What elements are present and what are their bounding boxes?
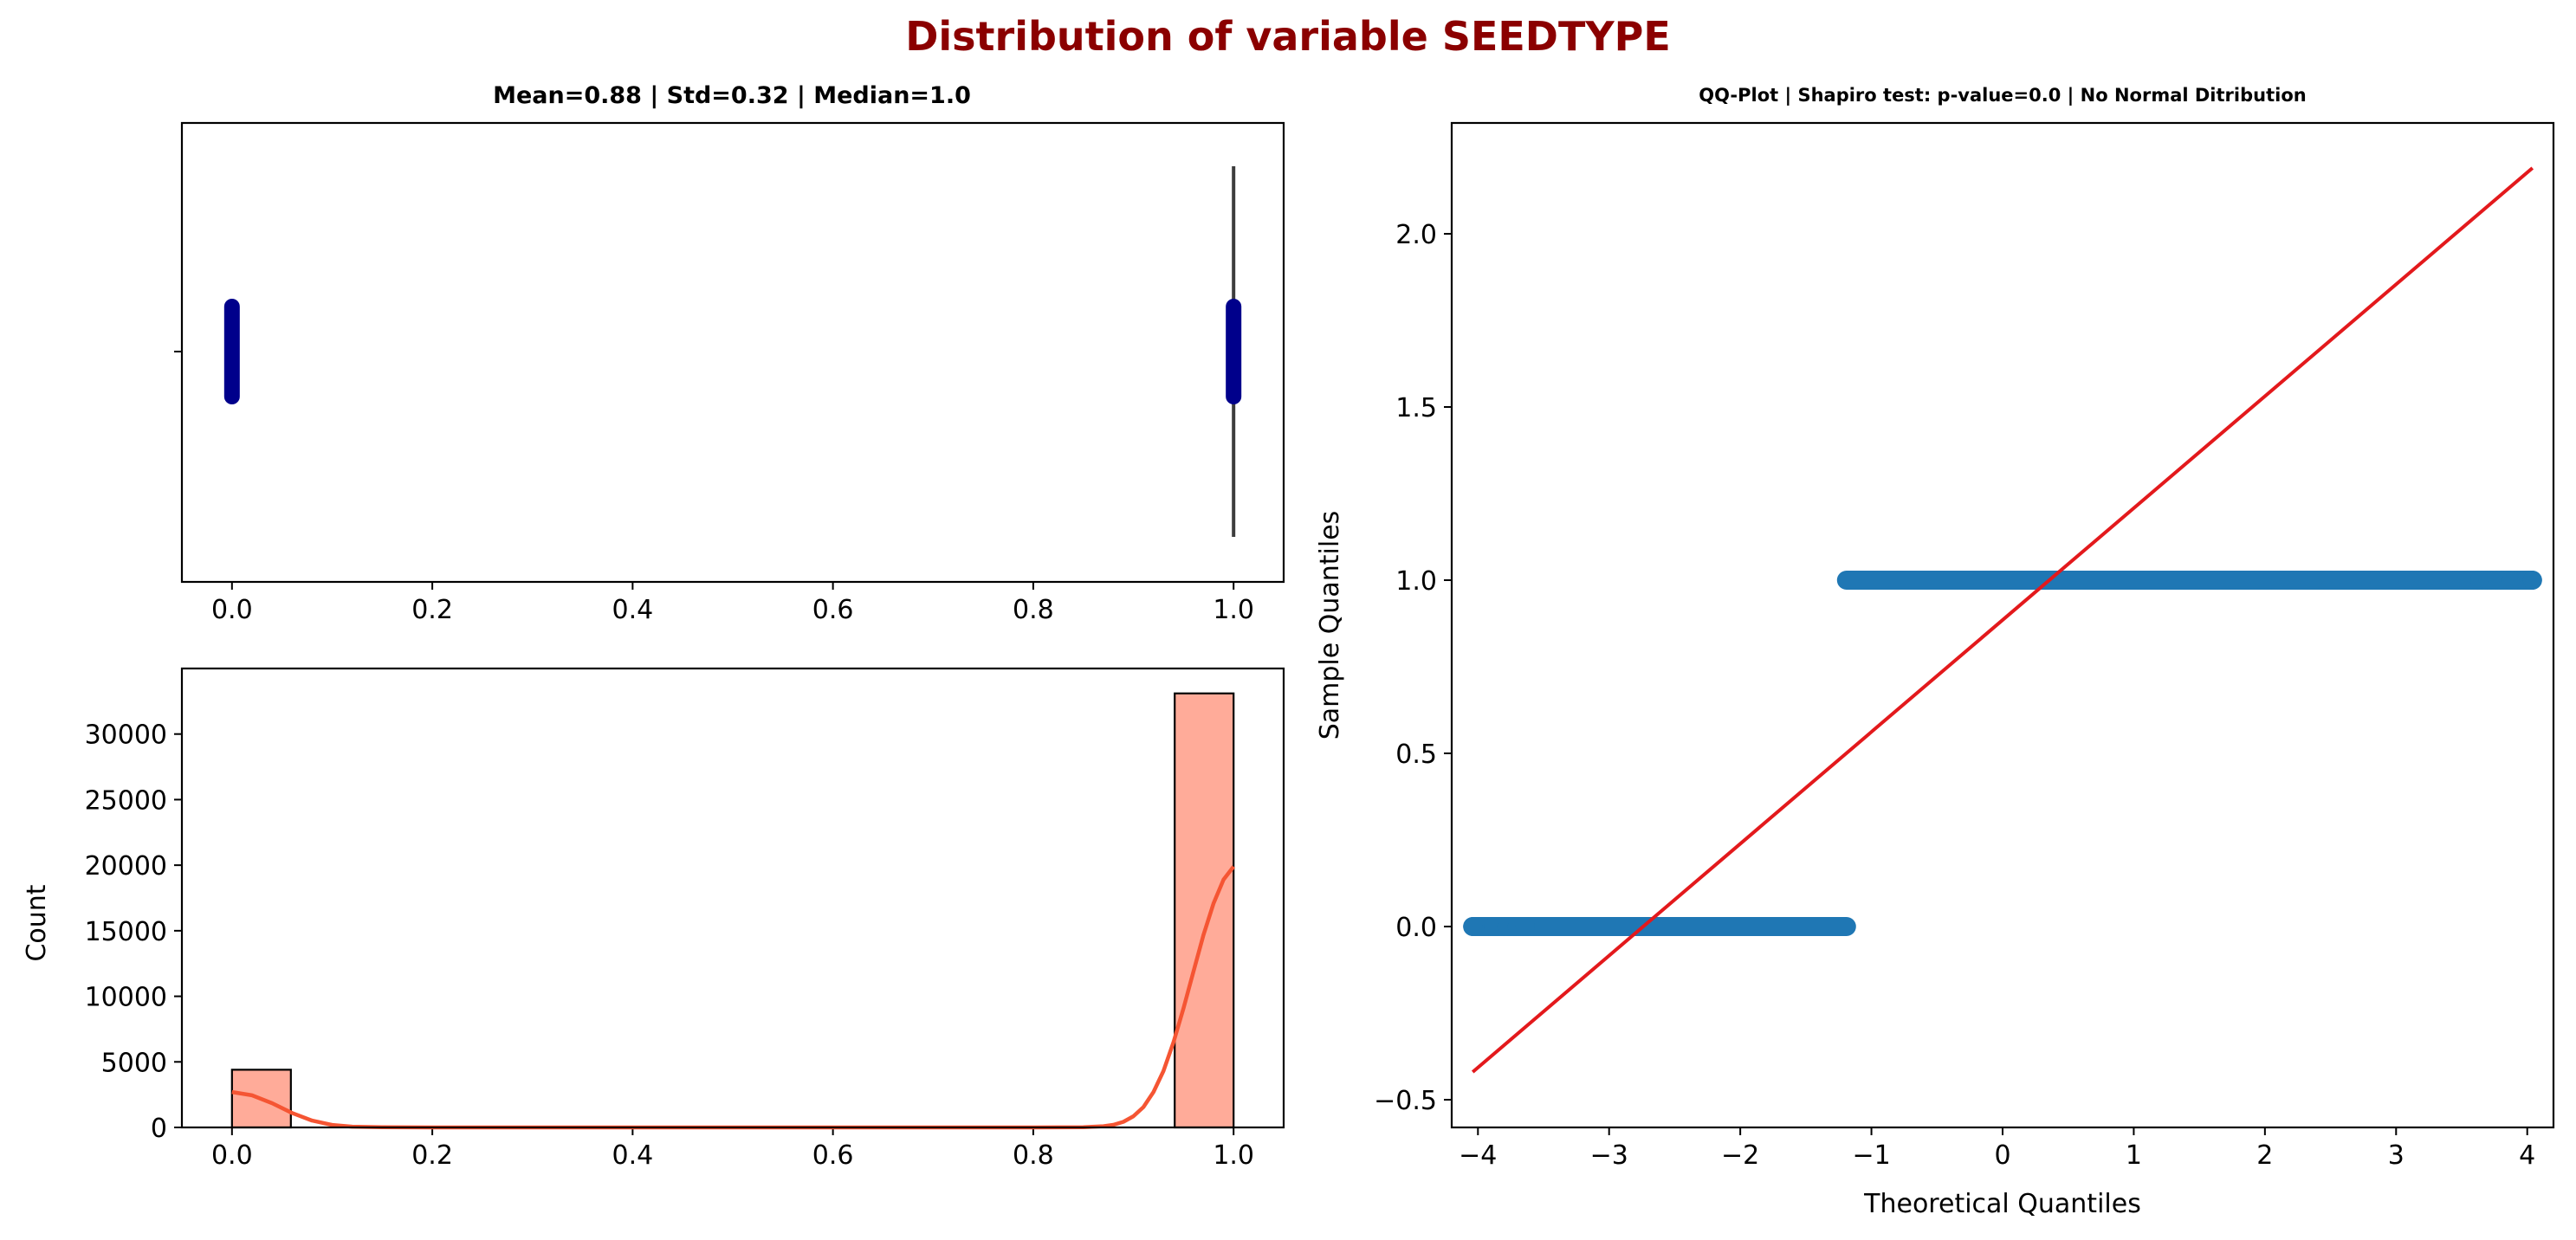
- histogram-y-tick-label: 0: [151, 1114, 167, 1144]
- boxplot-x-tick-label: 0.0: [211, 595, 253, 625]
- boxplot-title: Mean=0.88 | Std=0.32 | Median=1.0: [493, 82, 971, 109]
- histogram-x-tick-label: 0.2: [411, 1140, 453, 1171]
- qqplot-x-tick-label: −2: [1721, 1140, 1759, 1171]
- qqplot-x-tick-label: −1: [1852, 1140, 1890, 1171]
- boxplot-x-tick-label: 0.8: [1013, 595, 1054, 625]
- histogram-panel: 0.0 0.2 0.4 0.6 0.8 1.0 0 5000 10000 15000 20000 2…: [22, 667, 1285, 1171]
- qqplot-y-tick-label: 0.5: [1395, 739, 1437, 770]
- histogram-x-tick-label: 0.6: [812, 1140, 854, 1171]
- boxplot-panel: Mean=0.88 | Std=0.32 | Median=1.0 0.0 0.2…: [174, 82, 1285, 625]
- histogram-y-tick-label: 30000: [85, 720, 167, 751]
- qqplot-x-tick-label: 4: [2519, 1140, 2535, 1171]
- histogram-frame: [180, 667, 1285, 1129]
- histogram-bar: [1174, 692, 1235, 1129]
- histogram-y-tick-label: 10000: [85, 983, 167, 1013]
- histogram-x-ticks: 0.0 0.2 0.4 0.6 0.8 1.0: [211, 1127, 1254, 1171]
- histogram-y-tick-label: 25000: [85, 785, 167, 816]
- qqplot-x-tick-label: 0: [1994, 1140, 2010, 1171]
- qqplot-x-tick-label: 1: [2126, 1140, 2142, 1171]
- histogram-y-tick-label: 5000: [101, 1048, 167, 1078]
- histogram-y-tick-label: 15000: [85, 917, 167, 947]
- qqplot-reference-line: [1471, 166, 2534, 1074]
- histogram-x-tick-label: 0.8: [1013, 1140, 1054, 1171]
- qqplot-y-tick-label: 1.5: [1395, 393, 1437, 423]
- qqplot-x-tick-label: 2: [2256, 1140, 2273, 1171]
- histogram-marks: [230, 692, 1235, 1130]
- qqplot-y-label: Sample Quantiles: [1315, 511, 1345, 740]
- histogram-y-ticks: 0 5000 10000 15000 20000 25000 30000: [85, 720, 182, 1144]
- qqplot-point: [2522, 571, 2542, 590]
- figure-suptitle: Distribution of variable SEEDTYPE: [905, 13, 1671, 60]
- qqplot-frame: [1450, 121, 2555, 1129]
- boxplot-frame: [180, 121, 1285, 584]
- histogram-y-tick-label: 20000: [85, 851, 167, 882]
- qqplot-point: [1515, 917, 1535, 936]
- qqplot-y-tick-label: 1.0: [1395, 566, 1437, 597]
- histogram-x-tick-label: 0.4: [612, 1140, 654, 1171]
- qqplot-x-ticks: −4 −3 −2 −1 0 1 2 3 4: [1459, 1127, 2535, 1171]
- boxplot-x-tick-label: 0.4: [612, 595, 654, 625]
- qqplot-title: QQ-Plot | Shapiro test: p-value=0.0 | No…: [1699, 85, 2306, 107]
- qqplot-x-tick-label: −4: [1459, 1140, 1497, 1171]
- qqplot-y-tick-label: 2.0: [1395, 220, 1437, 250]
- boxplot-x-ticks: 0.0 0.2 0.4 0.6 0.8 1.0: [211, 582, 1254, 625]
- qqplot-x-tick-label: 3: [2388, 1140, 2404, 1171]
- histogram-y-label: Count: [22, 884, 52, 961]
- qqplot-panel: QQ-Plot | Shapiro test: p-value=0.0 | No…: [1315, 85, 2555, 1219]
- qqplot-y-ticks: −0.5 0.0 0.5 1.0 1.5 2.0: [1374, 220, 1452, 1116]
- histogram-x-tick-label: 0.0: [211, 1140, 253, 1171]
- histogram-x-tick-label: 1.0: [1213, 1140, 1254, 1171]
- qqplot-x-label: Theoretical Quantiles: [1863, 1189, 2141, 1219]
- qqplot-marks: [1463, 166, 2542, 1074]
- qqplot-point: [1463, 917, 1483, 936]
- qqplot-y-tick-label: −0.5: [1374, 1086, 1437, 1116]
- boxplot-x-tick-label: 0.6: [812, 595, 854, 625]
- qqplot-x-tick-label: −3: [1590, 1140, 1628, 1171]
- qqplot-point: [2489, 571, 2508, 590]
- boxplot-marks: [223, 166, 1242, 537]
- qqplot-point: [2502, 571, 2521, 590]
- boxplot-x-tick-label: 1.0: [1213, 595, 1254, 625]
- qqplot-point: [1484, 917, 1504, 936]
- boxplot-x-tick-label: 0.2: [411, 595, 453, 625]
- qqplot-y-tick-label: 0.0: [1395, 913, 1437, 943]
- histogram-kde-line: [231, 865, 1235, 1130]
